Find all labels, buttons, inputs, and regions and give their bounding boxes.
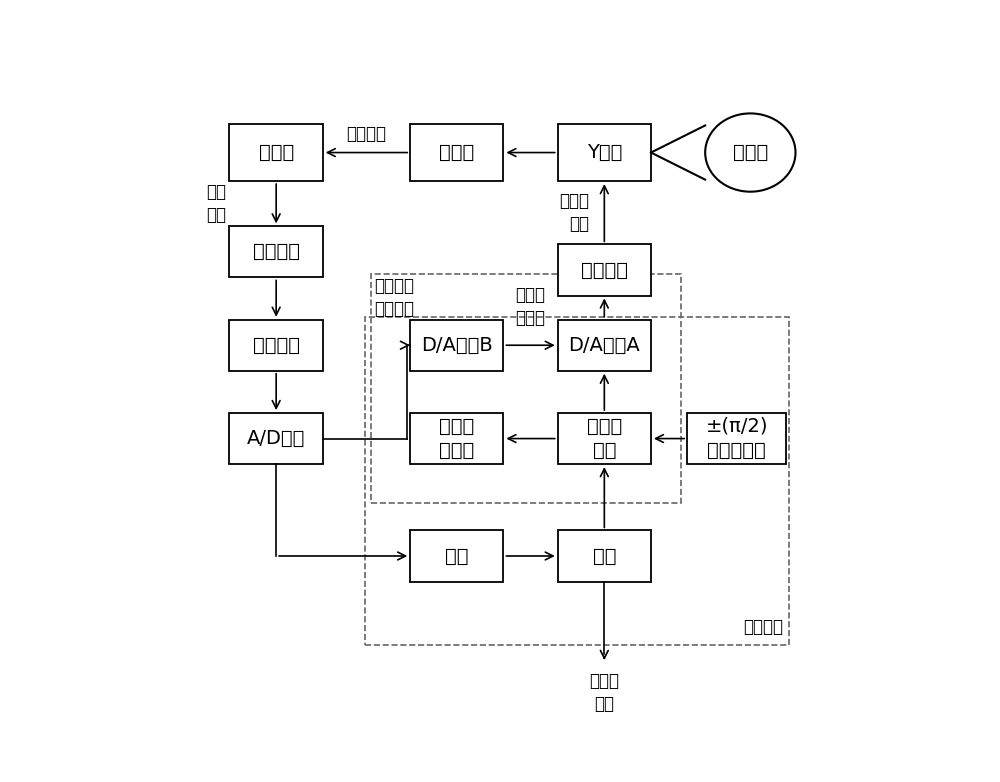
- Bar: [365, 317, 789, 645]
- Text: 微控制器: 微控制器: [743, 618, 783, 636]
- Bar: [410, 413, 503, 465]
- Text: 阶梯波
输出: 阶梯波 输出: [559, 192, 589, 233]
- Text: 解调: 解调: [445, 547, 469, 565]
- Text: D/A转换A: D/A转换A: [568, 335, 640, 355]
- Text: 探测器: 探测器: [259, 143, 294, 162]
- Bar: [410, 124, 503, 181]
- Bar: [558, 320, 651, 371]
- Bar: [687, 413, 786, 465]
- Text: 阶梯波
生成: 阶梯波 生成: [587, 417, 622, 460]
- Text: 滤波放大: 滤波放大: [253, 335, 300, 355]
- Text: 累加: 累加: [593, 547, 616, 565]
- Text: 光纤环: 光纤环: [733, 143, 768, 162]
- Bar: [410, 530, 503, 582]
- Bar: [558, 530, 651, 582]
- Bar: [410, 320, 503, 371]
- Text: 角速率
输出: 角速率 输出: [589, 672, 619, 713]
- Text: ±(π/2)
相位差调制: ±(π/2) 相位差调制: [706, 417, 768, 460]
- Bar: [371, 274, 681, 504]
- Text: 复位误
差累加: 复位误 差累加: [439, 417, 474, 460]
- Bar: [229, 413, 323, 465]
- Text: 滤波放大: 滤波放大: [581, 260, 628, 279]
- Text: 光强信号: 光强信号: [346, 125, 386, 143]
- Ellipse shape: [705, 113, 796, 192]
- Text: Y波导: Y波导: [587, 143, 622, 162]
- Text: 耦合器: 耦合器: [439, 143, 474, 162]
- Bar: [558, 413, 651, 465]
- Text: 参考电
压控制: 参考电 压控制: [516, 286, 546, 327]
- Text: 模拟开关: 模拟开关: [253, 242, 300, 261]
- Bar: [229, 320, 323, 371]
- Text: A/D转换: A/D转换: [247, 429, 305, 448]
- Bar: [229, 226, 323, 278]
- Text: 第二闭环
控制回路: 第二闭环 控制回路: [374, 278, 414, 318]
- Text: 电压
信号: 电压 信号: [206, 183, 226, 224]
- Bar: [229, 124, 323, 181]
- Bar: [558, 124, 651, 181]
- Text: D/A转换B: D/A转换B: [421, 335, 493, 355]
- Bar: [558, 244, 651, 296]
